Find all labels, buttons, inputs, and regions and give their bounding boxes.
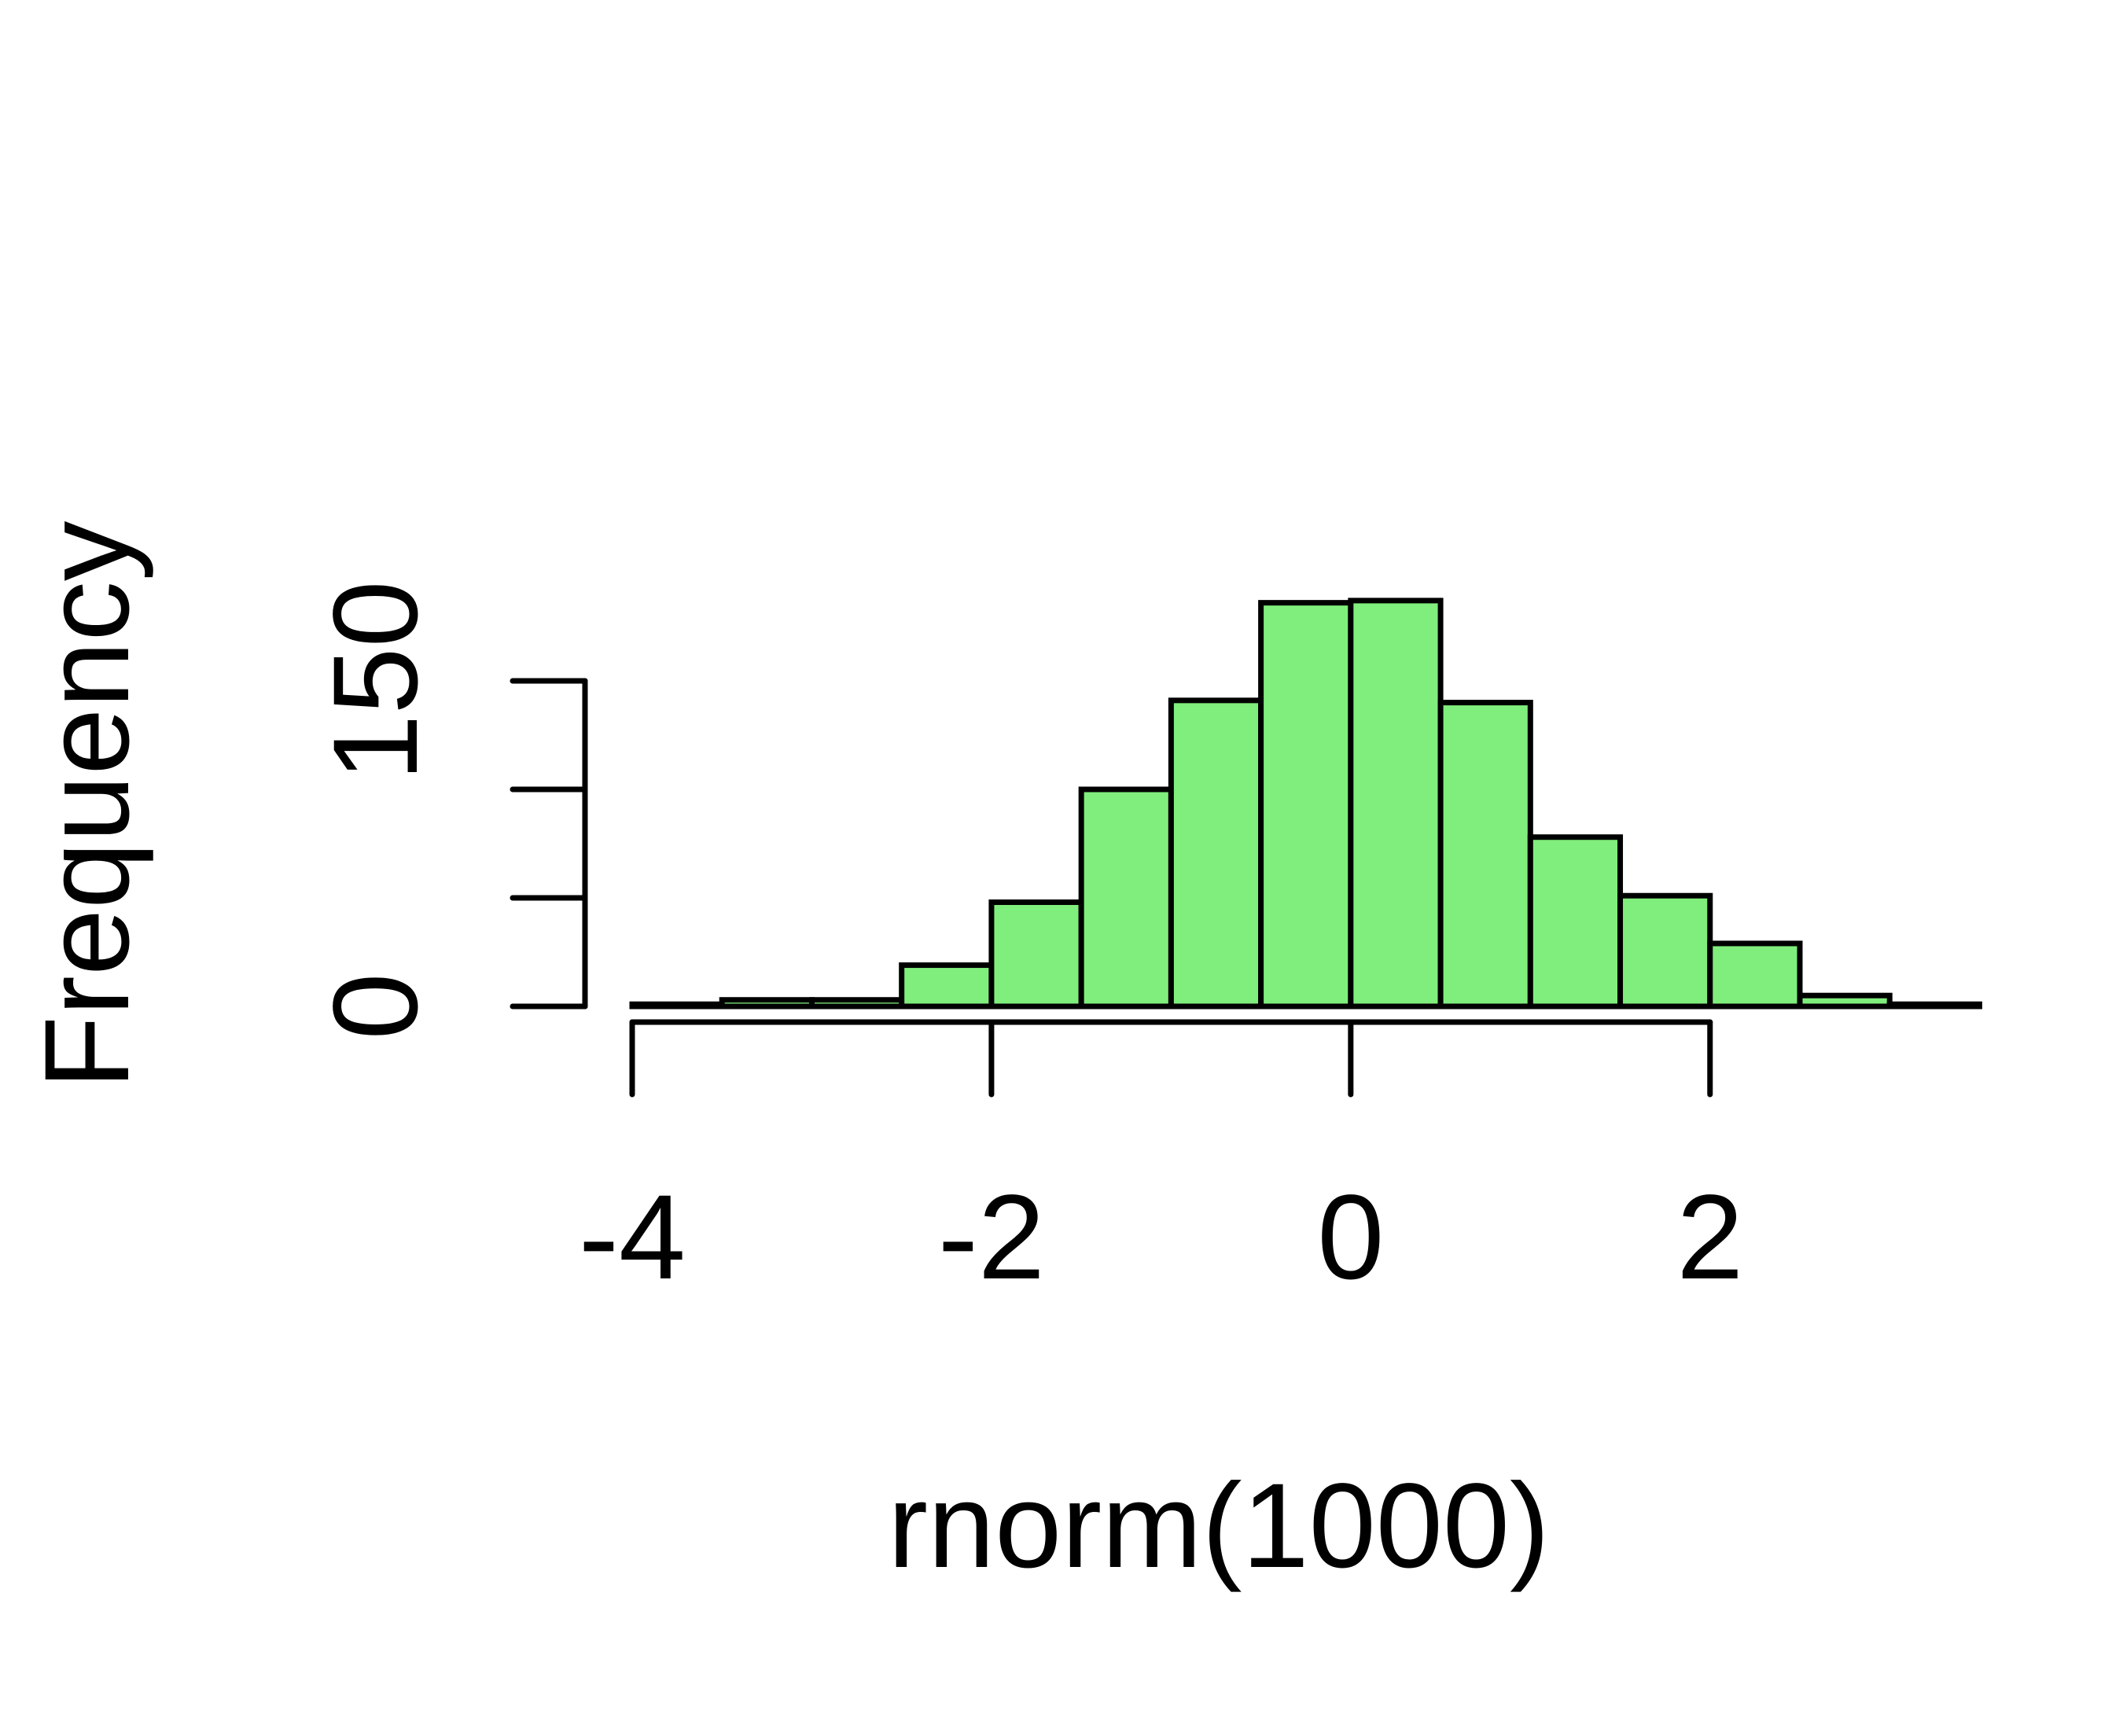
x-axis-label: rnorm(1000) [888,1458,1550,1593]
histogram-bar [988,899,1084,1010]
y-tick-label: 150 [308,580,443,781]
x-tick-label: 0 [1317,1170,1384,1304]
histogram-bar [1078,786,1174,1010]
histogram-bar [1437,700,1533,1010]
histogram-bar [1617,892,1713,1010]
histogram-bar [629,1001,725,1010]
histogram-bar [1168,697,1264,1010]
histogram-bar [899,962,995,1010]
y-tick-label: 0 [308,973,443,1039]
histogram-bar [1797,992,1893,1010]
histogram-bar [1527,834,1624,1010]
histogram-bars [629,598,1982,1010]
x-axis-ticks: -4 -2 0 2 [579,1019,1743,1304]
histogram-bar [1886,1001,1982,1010]
histogram-bar [1258,600,1354,1010]
x-tick-label: -2 [938,1170,1045,1304]
histogram-bar [1348,598,1444,1010]
y-axis-ticks: 0 150 [308,580,588,1040]
y-axis: 0 150 [308,580,588,1040]
histogram-bar [1707,940,1803,1010]
x-tick-label: -4 [579,1170,686,1304]
histogram-bar [719,997,815,1010]
x-axis: -4 -2 0 2 [579,1019,1743,1304]
x-tick-label: 2 [1676,1170,1743,1304]
histogram-bar [808,997,905,1010]
y-axis-label: Frequency [20,520,154,1089]
